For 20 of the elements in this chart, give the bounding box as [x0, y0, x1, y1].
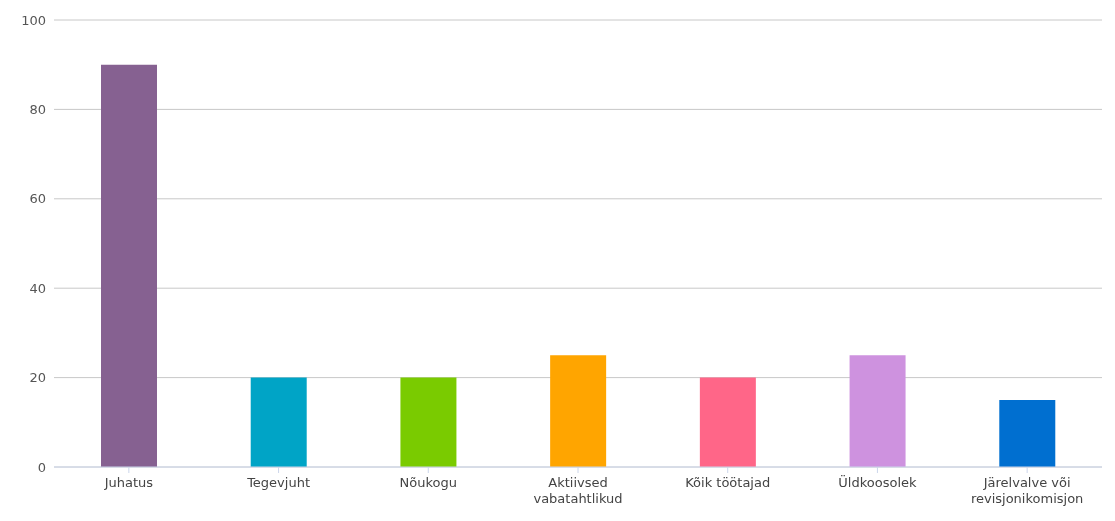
x-tick-label: Tegevjuht — [246, 475, 311, 490]
bar — [250, 377, 307, 467]
y-tick-label: 80 — [29, 102, 46, 118]
x-tick-label: Kõik töötajad — [685, 475, 771, 490]
x-tick-label: Järelvalve või revisjonikomisjon — [970, 475, 1084, 506]
bar — [849, 355, 906, 467]
y-tick-label: 40 — [29, 280, 46, 296]
x-tick-label: Üldkoosolek — [838, 474, 918, 490]
y-tick-label: 100 — [21, 12, 46, 28]
x-tick-label: Juhatus — [103, 475, 154, 490]
bar — [400, 377, 457, 467]
y-tick-label: 0 — [37, 459, 46, 475]
bar — [999, 399, 1056, 467]
y-tick-label: 20 — [29, 370, 46, 386]
y-tick-label: 60 — [29, 191, 46, 207]
bar — [550, 355, 607, 467]
x-tick-label: Aktiivsed vabatahtlikud — [533, 475, 623, 506]
x-tick-label: Nõukogu — [399, 475, 457, 490]
bar — [699, 377, 756, 467]
bar — [101, 64, 157, 467]
